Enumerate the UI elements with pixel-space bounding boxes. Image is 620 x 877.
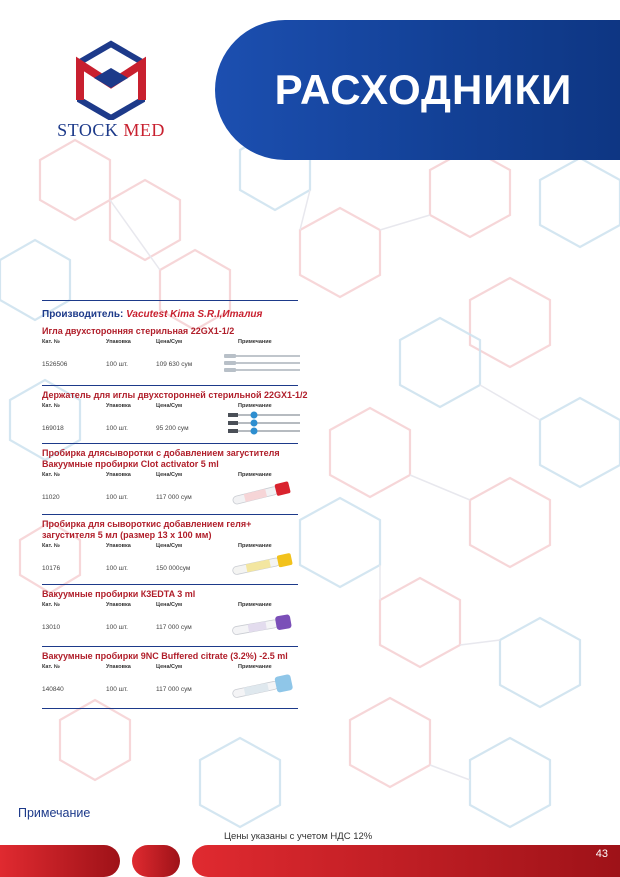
product-row: 1526506 100 шт. 109 630 сум — [42, 361, 298, 368]
page-number: 43 — [595, 848, 608, 860]
pack-size: 100 шт. — [106, 494, 128, 501]
product-item: Вакуумные пробирки К3EDTA 3 ml Кат. № Уп… — [42, 589, 298, 643]
product-title: Игла двухсторонняя стерильная 22GX1-1/2 — [42, 326, 235, 336]
col-cat: Кат. № — [42, 602, 60, 608]
product-row: 10176 100 шт. 150 000сум — [42, 565, 298, 572]
product-row: 140840 100 шт. 117 000 сум — [42, 686, 298, 693]
product-title: Держатель для иглы двухсторонней стериль… — [42, 390, 308, 400]
product-title: Пробирка длясыворотки с добавлением загу… — [42, 448, 280, 469]
col-note: Примечание — [238, 602, 272, 608]
col-price: Цена/Сум — [156, 602, 183, 608]
col-pack: Упаковка — [106, 472, 131, 478]
header-banner: РАСХОДНИКИ — [215, 20, 620, 160]
col-note: Примечание — [238, 472, 272, 478]
purple-tube-image — [232, 614, 292, 635]
column-headers: Кат. № Упаковка Цена/Сум Примечание — [42, 543, 298, 555]
divider — [42, 646, 298, 647]
col-price: Цена/Сум — [156, 339, 183, 345]
col-note: Примечание — [238, 403, 272, 409]
cat-number: 140840 — [42, 686, 64, 693]
price: 150 000сум — [156, 565, 191, 572]
price: 95 200 сум — [156, 425, 189, 432]
brand-name-part1: STOCK — [57, 120, 119, 140]
product-catalog: Производитель: Vacutest Kima S.R.I,Итали… — [42, 300, 308, 713]
needle-image — [224, 354, 300, 372]
col-cat: Кат. № — [42, 403, 60, 409]
divider — [42, 708, 298, 709]
price: 109 630 сум — [156, 361, 193, 368]
product-row: 169018 100 шт. 95 200 сум — [42, 425, 298, 432]
lightblue-tube-image — [232, 674, 293, 698]
stockmed-logo: STOCK MED — [46, 38, 176, 148]
price: 117 000 сум — [156, 686, 192, 693]
product-row: 13010 100 шт. 117 000 сум — [42, 624, 298, 631]
col-note: Примечание — [238, 543, 272, 549]
logo-mark — [76, 40, 146, 122]
red-tube-image — [232, 481, 291, 505]
product-item: Пробирка длясыворотки с добавлением загу… — [42, 448, 298, 511]
col-cat: Кат. № — [42, 472, 60, 478]
col-pack: Упаковка — [106, 339, 131, 345]
col-pack: Упаковка — [106, 602, 131, 608]
product-item: Держатель для иглы двухсторонней стериль… — [42, 390, 308, 440]
price: 117 000 сум — [156, 494, 192, 501]
col-note: Примечание — [238, 339, 272, 345]
col-price: Цена/Сум — [156, 472, 183, 478]
pack-size: 100 шт. — [106, 425, 128, 432]
cat-number: 11020 — [42, 494, 60, 501]
product-item: Пробирка для сывороткис добавлением геля… — [42, 519, 298, 581]
product-title: Вакуумные пробирки К3EDTA 3 ml — [42, 589, 196, 599]
col-price: Цена/Сум — [156, 543, 183, 549]
cat-number: 13010 — [42, 624, 61, 631]
column-headers: Кат. № Упаковка Цена/Сум Примечание — [42, 339, 298, 351]
cat-number: 1526506 — [42, 361, 68, 368]
vat-note: Цены указаны с учетом НДС 12% — [224, 831, 373, 842]
yellow-tube-image — [232, 553, 293, 575]
manufacturer-line: Производитель: Vacutest Kima S.R.I,Итали… — [42, 309, 298, 320]
pack-size: 100 шт. — [106, 686, 128, 693]
divider — [42, 443, 298, 444]
product-row: 11020 100 шт. 117 000 сум — [42, 494, 298, 501]
brand-name: STOCK MED — [46, 120, 176, 141]
pack-size: 100 шт. — [106, 624, 128, 631]
pack-size: 100 шт. — [106, 565, 128, 572]
column-headers: Кат. № Упаковка Цена/Сум Примечание — [42, 403, 298, 415]
col-pack: Упаковка — [106, 403, 131, 409]
divider — [42, 584, 298, 585]
manufacturer-name: Vacutest Kima S.R.I,Италия — [126, 309, 263, 320]
brand-name-part2: MED — [123, 120, 165, 140]
col-pack: Упаковка — [106, 664, 131, 670]
column-headers: Кат. № Упаковка Цена/Сум Примечание — [42, 472, 298, 484]
manufacturer-prefix: Производитель: — [42, 309, 124, 320]
col-price: Цена/Сум — [156, 664, 183, 670]
page-title: РАСХОДНИКИ — [274, 66, 573, 113]
pack-size: 100 шт. — [106, 361, 128, 368]
divider — [42, 385, 298, 386]
product-item: Игла двухсторонняя стерильная 22GX1-1/2 … — [42, 326, 300, 382]
col-note: Примечание — [238, 664, 272, 670]
col-cat: Кат. № — [42, 339, 60, 345]
col-cat: Кат. № — [42, 664, 60, 670]
column-headers: Кат. № Упаковка Цена/Сум Примечание — [42, 602, 298, 614]
product-title: Вакуумные пробирки 9NC Buffered citrate … — [42, 651, 288, 661]
divider — [42, 300, 298, 301]
cat-number: 10176 — [42, 565, 61, 572]
column-headers: Кат. № Упаковка Цена/Сум Примечание — [42, 664, 298, 676]
product-title: Пробирка для сывороткис добавлением геля… — [42, 519, 252, 540]
col-pack: Упаковка — [106, 543, 131, 549]
col-price: Цена/Сум — [156, 403, 183, 409]
divider — [42, 514, 298, 515]
note-label: Примечание — [18, 806, 91, 820]
price: 117 000 сум — [156, 624, 192, 631]
needle-holder-image — [228, 411, 300, 435]
product-item: Вакуумные пробирки 9NC Buffered citrate … — [42, 651, 298, 705]
col-cat: Кат. № — [42, 543, 60, 549]
footer-band — [0, 845, 620, 877]
cat-number: 169018 — [42, 425, 64, 432]
